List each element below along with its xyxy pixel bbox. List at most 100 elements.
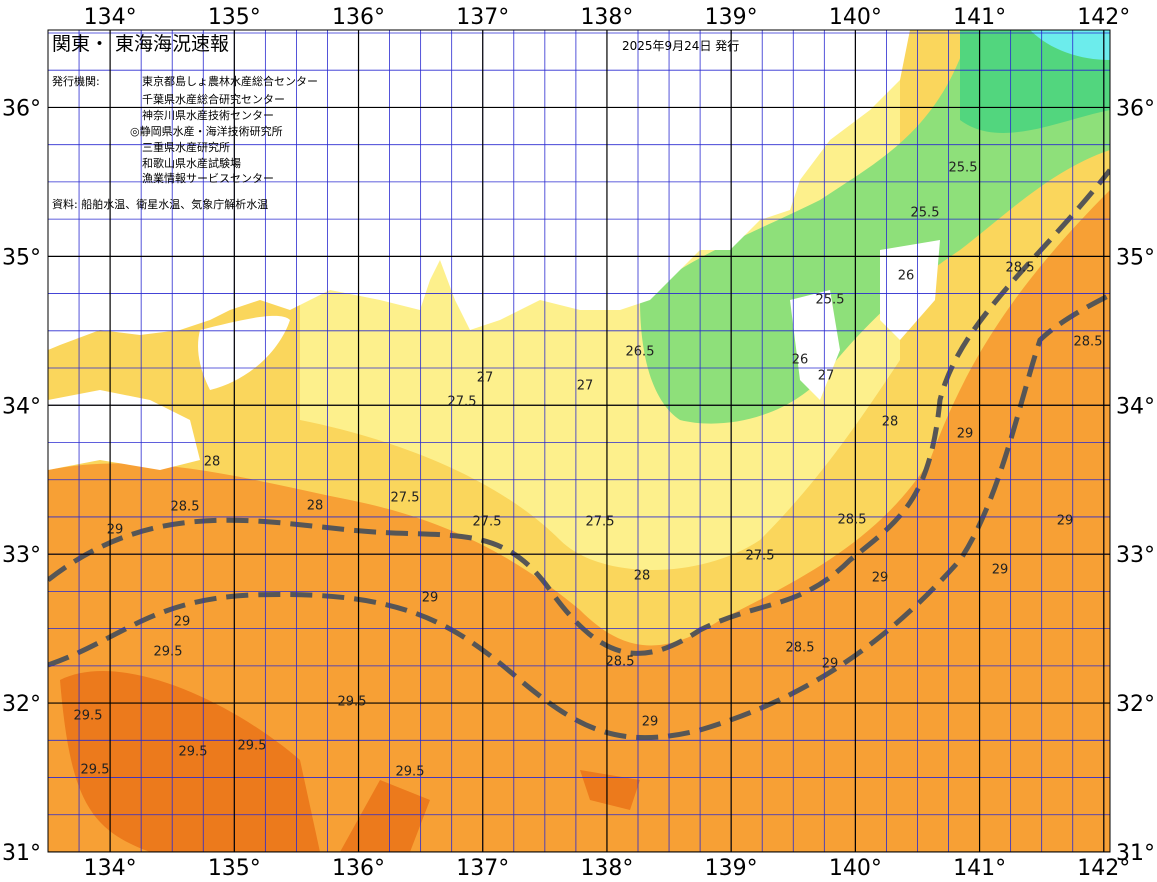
agencies-label: 発行機関: <box>52 74 100 88</box>
contour-label: 29.5 <box>74 709 103 724</box>
kuroshio-axis <box>48 168 1110 741</box>
lon-label: 136° <box>332 5 385 30</box>
lon-label: 138° <box>580 5 633 30</box>
contour-label: 27.5 <box>448 395 477 410</box>
contour-label: 29.5 <box>396 765 425 780</box>
lon-label: 136° <box>332 856 385 881</box>
contour-label: 28.5 <box>1074 335 1103 350</box>
lat-label: 32° <box>2 692 41 717</box>
agency: 千葉県水産総合研究センター <box>142 92 285 106</box>
contour-label: 28.5 <box>838 513 867 528</box>
contour-label: 29.5 <box>238 739 267 754</box>
contour-label: 27.5 <box>586 515 615 530</box>
contour-label: 27.5 <box>746 549 775 564</box>
contour-label: 26 <box>792 353 809 368</box>
contour-label: 29 <box>107 523 124 538</box>
contour-label: 28.5 <box>786 641 815 656</box>
contour-label: 27 <box>818 369 835 384</box>
lon-label: 138° <box>580 856 633 881</box>
contour-label: 27 <box>577 379 594 394</box>
contour-label: 28.5 <box>1006 261 1035 276</box>
contour-label: 29 <box>822 657 839 672</box>
source: 資料: 船舶水温、衛星水温、気象庁解析水温 <box>52 197 268 211</box>
agency: 三重県水産研究所 <box>142 140 230 154</box>
land <box>48 30 910 350</box>
lon-label: 142° <box>1077 5 1130 30</box>
contour-label: 29.5 <box>154 645 183 660</box>
contour-label: 26.5 <box>626 345 655 360</box>
agency: 漁業情報サービスセンター <box>142 171 274 185</box>
axis-labels: 134° 134° 135° 135° 136° 136° 137° 137° 138° 138°… <box>2 5 1155 881</box>
lat-label: 34° <box>1116 394 1155 419</box>
lat-label: 33° <box>1116 543 1155 568</box>
lat-label: 36° <box>2 96 41 121</box>
contour-label: 26 <box>898 269 915 284</box>
lon-label: 139° <box>705 5 758 30</box>
lon-label: 141° <box>953 5 1006 30</box>
agency: 神奈川県水産技術センター <box>142 108 274 122</box>
lon-label: 137° <box>456 5 509 30</box>
contour-label: 29 <box>422 591 439 606</box>
agency: 東京都島しょ農林水産総合センター <box>142 74 318 88</box>
contour-label: 29 <box>174 615 191 630</box>
contour-label: 29 <box>872 571 889 586</box>
lat-label: 35° <box>2 245 41 270</box>
contour-label: 25.5 <box>911 206 940 221</box>
lon-label: 139° <box>705 856 758 881</box>
contour-label: 25.5 <box>816 293 845 308</box>
sea-coldest <box>1030 30 1110 60</box>
map-area: 29 28.5 28 29 29.5 29.5 29.5 29.5 29.5 2… <box>48 30 1110 852</box>
contour-label: 28 <box>882 415 899 430</box>
lon-label: 140° <box>829 5 882 30</box>
land <box>790 290 840 400</box>
lat-label: 31° <box>2 841 41 866</box>
contour-label: 27.5 <box>473 515 502 530</box>
sea-hot <box>60 671 320 852</box>
lat-label: 34° <box>2 394 41 419</box>
lat-label: 35° <box>1116 245 1155 270</box>
contour-label: 29 <box>992 563 1009 578</box>
lon-label: 141° <box>953 856 1006 881</box>
land <box>48 390 200 470</box>
contour-label: 28 <box>307 499 324 514</box>
sea-hot <box>340 780 430 852</box>
title: 関東・ 東海海況速報 <box>52 33 229 55</box>
contour-label: 28.5 <box>171 500 200 515</box>
header: 関東・ 東海海況速報 2025年9月24日 発行 発行機関: 東京都島しょ農林水… <box>52 33 739 211</box>
contour-label: 29.5 <box>179 745 208 760</box>
map-frame <box>47 29 1111 853</box>
contour-label: 29 <box>957 427 974 442</box>
contour-labels: 29 28.5 28 29 29.5 29.5 29.5 29.5 29.5 2… <box>74 161 1103 780</box>
sea-hot <box>580 770 640 810</box>
lat-label: 32° <box>1116 692 1155 717</box>
contour-label: 28 <box>634 569 651 584</box>
land <box>198 315 290 390</box>
agency: 和歌山県水産試験場 <box>142 156 241 170</box>
lon-label: 137° <box>456 856 509 881</box>
lat-label: 33° <box>2 543 41 568</box>
contour-label: 29.5 <box>338 695 367 710</box>
contour-label: 29.5 <box>81 763 110 778</box>
issue-date: 2025年9月24日 発行 <box>622 39 739 53</box>
contour-label: 29 <box>642 715 659 730</box>
lon-label: 140° <box>829 856 882 881</box>
contour-label: 29 <box>1057 514 1074 529</box>
kuroshio-outer <box>48 292 1110 741</box>
lon-label: 135° <box>208 5 261 30</box>
lon-label: 135° <box>208 856 261 881</box>
lon-label: 134° <box>84 856 137 881</box>
contour-label: 27.5 <box>391 491 420 506</box>
lat-label: 36° <box>1116 96 1155 121</box>
contour-label: 25.5 <box>949 161 978 176</box>
grid <box>48 30 1110 852</box>
lat-label: 31° <box>1116 841 1155 866</box>
lon-label: 134° <box>84 5 137 30</box>
land <box>880 240 940 340</box>
lon-label: 142° <box>1077 856 1130 881</box>
contour-label: 28 <box>204 455 221 470</box>
contour-label: 27 <box>477 371 494 386</box>
kuroshio-inner <box>48 168 1110 656</box>
agency: ◎静岡県水産・海洋技術研究所 <box>130 124 283 138</box>
contour-label: 28.5 <box>606 655 635 670</box>
